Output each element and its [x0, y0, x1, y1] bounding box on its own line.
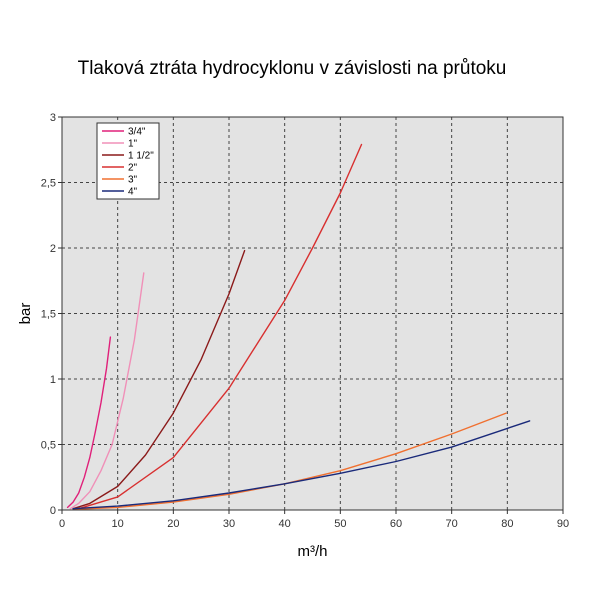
legend-item-label: 2" — [128, 163, 138, 174]
y-tick-label: 2 — [50, 243, 56, 255]
x-tick-label: 40 — [279, 518, 291, 530]
x-tick-label: 0 — [59, 518, 65, 530]
x-tick-label: 20 — [167, 518, 179, 530]
x-tick-label: 10 — [112, 518, 124, 530]
legend: 3/4"1"1 1/2"2"3"4" — [96, 122, 160, 200]
series-line-0 — [66, 336, 112, 509]
x-axis: 0 10 20 30 40 50 60 70 80 90 — [59, 510, 569, 530]
legend-item-label: 1 1/2" — [128, 151, 154, 162]
legend-item-label: 4" — [128, 187, 138, 198]
series-line-3 — [78, 143, 363, 510]
series-line-2 — [72, 249, 246, 510]
y-tick-label: 1,5 — [41, 309, 56, 321]
series-line-5 — [72, 420, 531, 510]
x-tick-label: 70 — [446, 518, 458, 530]
x-tick-label: 90 — [557, 518, 569, 530]
y-axis: 0 0,5 1 1,5 2 2,5 3 — [41, 112, 62, 517]
y-tick-label: 3 — [50, 112, 56, 124]
chart-title: Tlaková ztráta hydrocyklonu v závislosti… — [77, 58, 507, 79]
legend-box — [96, 122, 160, 200]
series-line-1 — [69, 272, 145, 510]
legend-item-label: 1" — [128, 139, 138, 150]
x-tick-label: 60 — [390, 518, 402, 530]
x-tick-label: 50 — [334, 518, 346, 530]
y-tick-label: 0,5 — [41, 440, 56, 452]
y-tick-label: 1 — [50, 374, 56, 386]
y-axis-label: bar — [17, 303, 34, 325]
x-axis-label: m³/h — [298, 543, 328, 560]
y-tick-label: 0 — [50, 505, 56, 517]
x-tick-label: 30 — [223, 518, 235, 530]
x-tick-label: 80 — [501, 518, 513, 530]
y-tick-label: 2,5 — [41, 178, 56, 190]
legend-item-label: 3/4" — [128, 127, 146, 138]
legend-item-label: 3" — [128, 175, 138, 186]
series-layer — [66, 143, 531, 510]
